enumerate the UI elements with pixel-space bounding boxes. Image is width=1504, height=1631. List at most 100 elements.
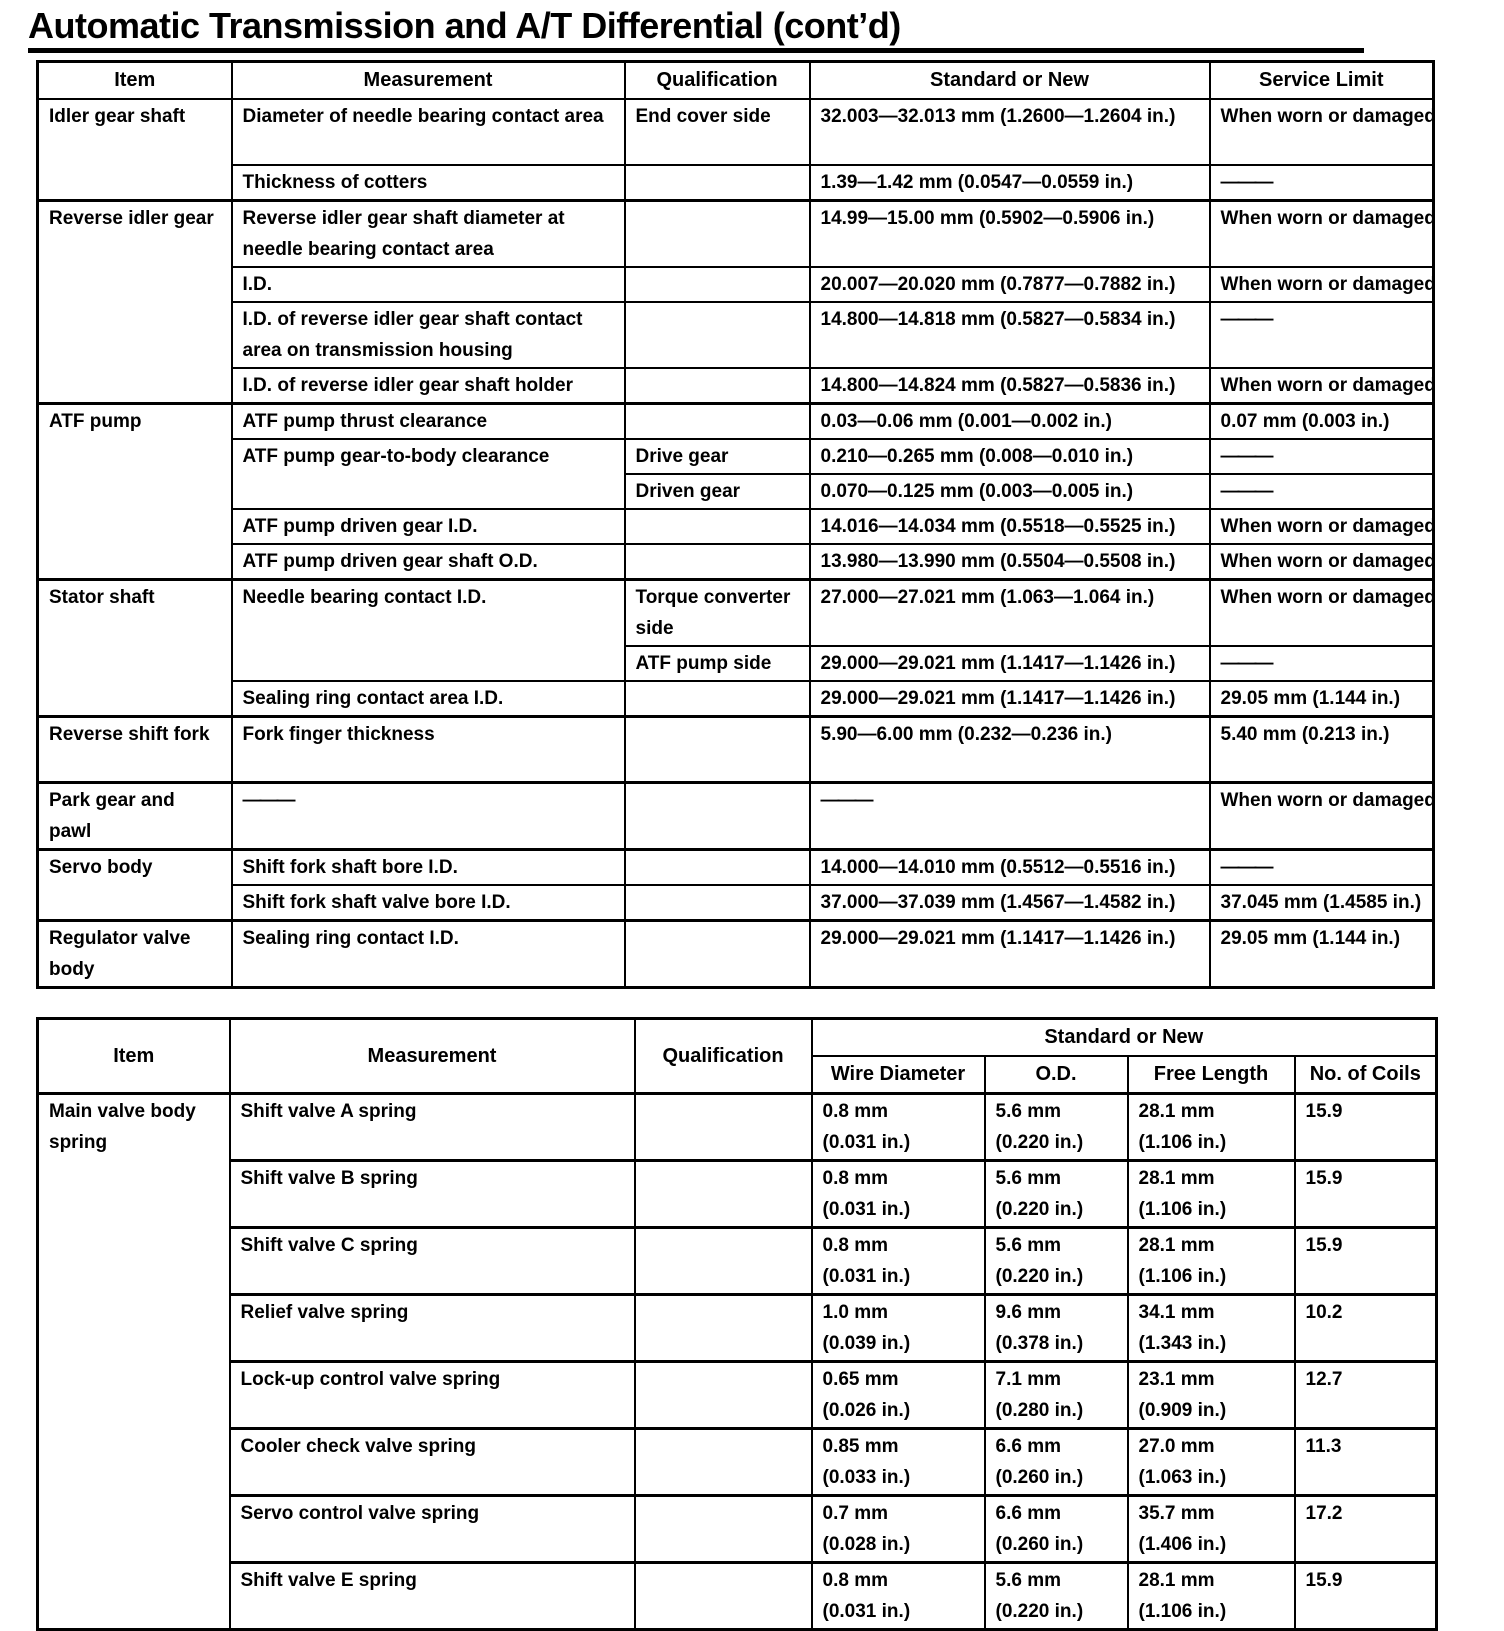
table-row: Stator shaft Needle bearing contact I.D.… — [36, 578, 1435, 718]
qualification-cell — [633, 1494, 813, 1564]
measurement-cell: Sealing ring contact area I.D. — [230, 680, 626, 718]
free-length-cell: 35.7 mm (1.406 in.) — [1126, 1494, 1296, 1564]
table-subheader-row: Wire Diameter O.D. Free Length No. of Co… — [38, 1055, 1438, 1095]
table-header-row: Item Measurement Qualification Standard … — [36, 1017, 1438, 1095]
service-limit-cell: When worn or damaged — [1208, 543, 1435, 581]
table-row: ATF pump side 29.000—29.021 mm (1.1417—1… — [38, 645, 1435, 682]
item-cell: Park gear and pawl — [36, 781, 233, 851]
table-row: Relief valve spring 1.0 mm (0.039 in.) 9… — [38, 1293, 1438, 1363]
measurement-cell: ATF pump driven gear shaft O.D. — [230, 543, 626, 581]
qualification-cell — [623, 919, 811, 989]
qualification-cell: Drive gear — [623, 438, 811, 475]
service-limit-cell: 5.40 mm (0.213 in.) — [1208, 715, 1435, 784]
standard-cell: 14.016—14.034 mm (0.5518—0.5525 in.) — [808, 508, 1211, 545]
measurement-cell: I.D. of reverse idler gear shaft holder — [230, 367, 626, 405]
col-header-no-of-coils: No. of Coils — [1293, 1055, 1438, 1095]
measurement-cell: Cooler check valve spring — [228, 1427, 636, 1497]
table-row: I.D. of reverse idler gear shaft holder … — [38, 367, 1435, 405]
wire-diameter-cell: 0.65 mm (0.026 in.) — [810, 1360, 986, 1430]
standard-cell: 27.000—27.021 mm (1.063—1.064 in.) — [808, 578, 1211, 647]
coils-cell: 10.2 — [1293, 1293, 1438, 1363]
service-limit-cell: When worn or damaged — [1208, 781, 1435, 851]
qualification-cell — [633, 1092, 813, 1162]
od-cell: 5.6 mm (0.220 in.) — [983, 1159, 1129, 1229]
table-row: Park gear and pawl ——— ——— When worn or … — [36, 781, 1435, 851]
wire-diameter-cell: 0.85 mm (0.033 in.) — [810, 1427, 986, 1497]
coils-cell: 15.9 — [1293, 1226, 1438, 1296]
table-row: I.D. of reverse idler gear shaft contact… — [38, 301, 1435, 369]
transmission-spec-table: Item Measurement Qualification Standard … — [36, 60, 1435, 989]
col-header-wire-diameter: Wire Diameter — [810, 1055, 986, 1095]
qualification-cell — [623, 781, 811, 851]
measurement-cell: Shift fork shaft valve bore I.D. — [230, 884, 626, 922]
qualification-cell — [633, 1561, 813, 1631]
free-length-cell: 28.1 mm (1.106 in.) — [1126, 1561, 1296, 1631]
od-cell: 6.6 mm (0.260 in.) — [983, 1494, 1129, 1564]
qualification-cell — [623, 402, 811, 440]
qualification-cell: End cover side — [623, 98, 811, 166]
coils-cell: 15.9 — [1293, 1159, 1438, 1229]
service-limit-cell: When worn or damaged — [1208, 578, 1435, 647]
item-cell: Idler gear shaft — [36, 98, 233, 202]
qualification-cell — [623, 543, 811, 581]
measurement-cell: Thickness of cotters — [230, 164, 626, 202]
service-limit-cell: 0.07 mm (0.003 in.) — [1208, 402, 1435, 440]
qualification-cell — [623, 848, 811, 886]
measurement-cell: Shift valve A spring — [228, 1092, 636, 1162]
qualification-cell — [633, 1293, 813, 1363]
qualification-cell: Driven gear — [623, 473, 811, 510]
table-row: Main valve body spring Shift valve A spr… — [36, 1092, 1438, 1631]
measurement-cell: Shift fork shaft bore I.D. — [230, 848, 626, 886]
measurement-cell: Needle bearing contact I.D. — [230, 578, 626, 682]
item-cell: Reverse shift fork — [36, 715, 233, 784]
service-limit-cell: When worn or damaged — [1208, 508, 1435, 545]
qualification-cell — [623, 266, 811, 303]
qualification-cell: ATF pump side — [623, 645, 811, 682]
coils-cell: 15.9 — [1293, 1561, 1438, 1631]
od-cell: 6.6 mm (0.260 in.) — [983, 1427, 1129, 1497]
free-length-cell: 28.1 mm (1.106 in.) — [1126, 1226, 1296, 1296]
table-row: Idler gear shaft Diameter of needle bear… — [36, 98, 1435, 202]
measurement-cell: Servo control valve spring — [228, 1494, 636, 1564]
measurement-cell: Reverse idler gear shaft diameter at nee… — [230, 199, 626, 268]
measurement-cell: Shift valve E spring — [228, 1561, 636, 1631]
table-row: Servo body Shift fork shaft bore I.D. 14… — [36, 848, 1435, 922]
coils-cell: 15.9 — [1293, 1092, 1438, 1162]
col-header-free-length: Free Length — [1126, 1055, 1296, 1095]
standard-cell: 0.03—0.06 mm (0.001—0.002 in.) — [808, 402, 1211, 440]
standard-cell: 0.070—0.125 mm (0.003—0.005 in.) — [808, 473, 1211, 510]
service-limit-cell: 29.05 mm (1.144 in.) — [1208, 680, 1435, 718]
qualification-cell — [633, 1427, 813, 1497]
service-limit-cell: ——— — [1208, 301, 1435, 369]
table-row: ATF pump driven gear shaft O.D. 13.980—1… — [38, 543, 1435, 581]
qualification-cell — [623, 715, 811, 784]
page-title: Automatic Transmission and A/T Different… — [28, 6, 1364, 53]
standard-cell: 14.000—14.010 mm (0.5512—0.5516 in.) — [808, 848, 1211, 886]
col-header-service-limit: Service Limit — [1208, 60, 1435, 100]
wire-diameter-cell: 0.8 mm (0.031 in.) — [810, 1561, 986, 1631]
table-row: Shift valve B spring 0.8 mm (0.031 in.) … — [38, 1159, 1438, 1229]
service-limit-cell: ——— — [1208, 645, 1435, 682]
table-row: ATF pump gear-to-body clearance Drive ge… — [38, 438, 1435, 510]
table-row: Shift fork shaft valve bore I.D. 37.000—… — [38, 884, 1435, 922]
service-limit-cell: When worn or damaged — [1208, 199, 1435, 268]
table-row: Regulator valve body Sealing ring contac… — [36, 919, 1435, 989]
measurement-cell: ATF pump gear-to-body clearance — [230, 438, 626, 510]
col-header-qualification: Qualification — [623, 60, 811, 100]
item-cell: Regulator valve body — [36, 919, 233, 989]
col-header-qualification: Qualification — [633, 1017, 813, 1095]
item-cell: Main valve body spring — [36, 1092, 231, 1631]
measurement-cell: Shift valve C spring — [228, 1226, 636, 1296]
qualification-cell — [623, 301, 811, 369]
qualification-cell — [623, 164, 811, 202]
item-cell: Reverse idler gear — [36, 199, 233, 405]
table-row: ATF pump driven gear I.D. 14.016—14.034 … — [38, 508, 1435, 545]
standard-cell: ——— — [808, 781, 1211, 851]
table-row: Reverse idler gear Reverse idler gear sh… — [36, 199, 1435, 405]
coils-cell: 12.7 — [1293, 1360, 1438, 1430]
standard-cell: 14.800—14.824 mm (0.5827—0.5836 in.) — [808, 367, 1211, 405]
wire-diameter-cell: 0.7 mm (0.028 in.) — [810, 1494, 986, 1564]
qualification-cell — [633, 1159, 813, 1229]
qualification-cell — [623, 199, 811, 268]
